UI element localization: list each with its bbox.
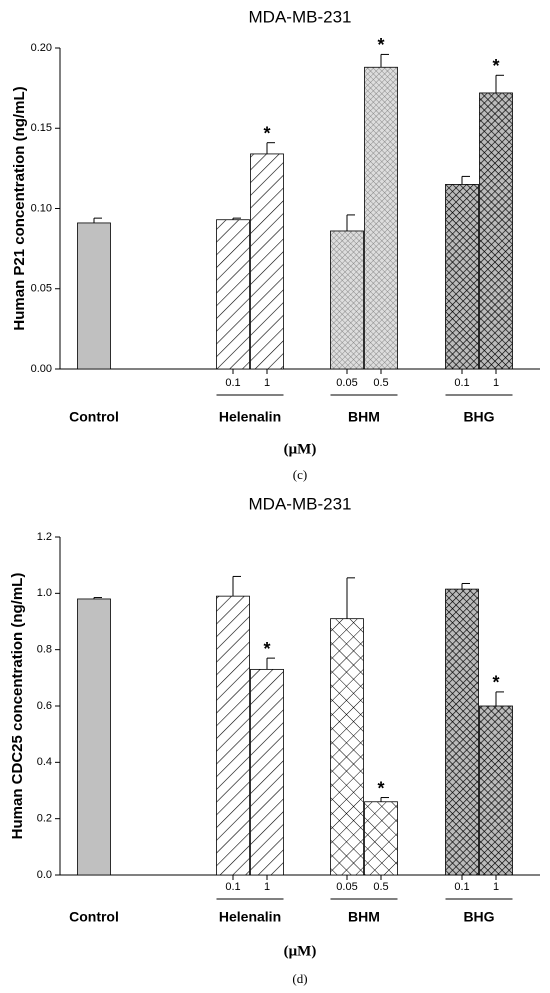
bar [330, 618, 364, 876]
dose-label: 0.05 [336, 881, 357, 893]
bar [77, 222, 111, 370]
dose-label: 0.05 [336, 377, 357, 389]
group-label: Control [69, 409, 119, 425]
y-tick-label: 0.20 [31, 42, 52, 54]
unit-label: (μM) [284, 441, 317, 457]
bar [216, 219, 250, 370]
y-tick-label: 0.6 [37, 700, 52, 712]
y-tick-label: 0.8 [37, 644, 52, 656]
chart-title: MDA-MB-231 [249, 494, 352, 513]
panel-caption: (d) [292, 971, 307, 986]
chart-title: MDA-MB-231 [249, 7, 352, 26]
bar [445, 184, 479, 370]
y-tick-label: 1.2 [37, 531, 52, 543]
bar [216, 595, 250, 876]
dose-label: 0.5 [373, 377, 388, 389]
group-label: Helenalin [219, 909, 281, 925]
y-tick-label: 0.10 [31, 202, 52, 214]
significance-marker: * [377, 778, 384, 798]
dose-label: 1 [264, 881, 270, 893]
dose-label: 1 [264, 377, 270, 389]
y-axis-label: Human CDC25 concentration (ng/mL) [9, 573, 26, 840]
group-label: BHG [463, 409, 494, 425]
group-label: Helenalin [219, 409, 281, 425]
bar [364, 66, 398, 370]
dose-label: 1 [493, 377, 499, 389]
bar [479, 705, 513, 876]
bar [250, 668, 284, 876]
bar [250, 153, 284, 370]
significance-marker: * [263, 123, 270, 143]
y-axis-label: Human P21 concentration (ng/mL) [11, 86, 28, 330]
significance-marker: * [263, 639, 270, 659]
bar [77, 598, 111, 876]
y-tick-label: 0.00 [31, 363, 52, 375]
y-tick-label: 0.4 [37, 756, 52, 768]
dose-label: 0.1 [225, 377, 240, 389]
significance-marker: * [377, 35, 384, 55]
y-tick-label: 1.0 [37, 587, 52, 599]
dose-label: 0.1 [454, 377, 469, 389]
significance-marker: * [492, 56, 499, 76]
y-tick-label: 0.2 [37, 813, 52, 825]
bar [445, 588, 479, 876]
group-label: BHM [348, 409, 380, 425]
dose-label: 0.1 [454, 881, 469, 893]
group-label: Control [69, 909, 119, 925]
dose-label: 1 [493, 881, 499, 893]
bar [330, 230, 364, 370]
y-tick-label: 0.05 [31, 283, 52, 295]
unit-label: (μM) [284, 943, 317, 959]
dose-label: 0.5 [373, 881, 388, 893]
group-label: BHG [463, 909, 494, 925]
panel-caption: (c) [293, 467, 307, 482]
y-tick-label: 0.15 [31, 122, 52, 134]
significance-marker: * [492, 673, 499, 693]
y-tick-label: 0.0 [37, 869, 52, 881]
bar [364, 801, 398, 876]
dose-label: 0.1 [225, 881, 240, 893]
bar [479, 92, 513, 370]
group-label: BHM [348, 909, 380, 925]
